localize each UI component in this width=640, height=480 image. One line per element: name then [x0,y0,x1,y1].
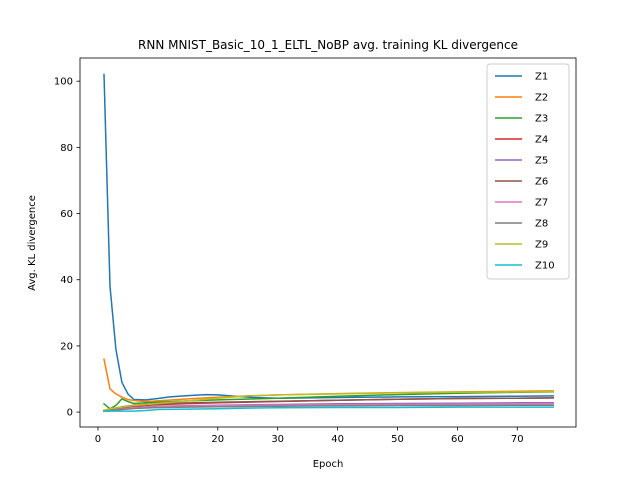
legend: Z1 Z2 Z3 Z4 Z5 Z6 Z7 Z8 Z9 Z10 [486,63,570,280]
y-tick-label: 0 [67,408,73,419]
legend-label-z4: Z4 [535,135,548,146]
legend-label-z6: Z6 [535,177,548,188]
x-tick-label: 50 [391,434,404,445]
x-tick-label: 30 [271,434,284,445]
legend-label-z9: Z9 [535,240,548,251]
y-tick-label: 60 [60,209,73,220]
series-line-z8 [103,404,554,412]
y-tick-label: 100 [54,77,73,88]
legend-label-z2: Z2 [535,93,548,104]
x-tick-label: 70 [511,434,524,445]
y-tick-label: 20 [60,341,73,352]
y-tick-label: 80 [60,143,73,154]
axes-frame [79,57,577,428]
legend-label-z1: Z1 [535,72,548,83]
x-tick-label: 60 [451,434,464,445]
series-line-z10 [103,406,554,413]
legend-label-z8: Z8 [535,219,548,230]
series-line-z9 [103,390,554,411]
chart-title: RNN MNIST_Basic_10_1_ELTL_NoBP avg. trai… [138,38,518,52]
y-tick-label: 40 [60,275,73,286]
legend-label-z10: Z10 [535,261,555,272]
x-tick-label: 20 [211,434,224,445]
y-axis-label: Avg. KL divergence [27,195,38,291]
axes: 0 10 20 30 40 50 60 70 0 20 40 60 80 100 [54,57,577,445]
x-tick-label: 10 [152,434,165,445]
x-tick-label: 40 [331,434,344,445]
x-tick-label: 0 [95,434,101,445]
legend-label-z5: Z5 [535,156,548,167]
legend-label-z7: Z7 [535,198,548,209]
plot-area [102,73,554,413]
series-line-z1 [103,73,554,401]
x-axis-label: Epoch [313,459,344,470]
legend-label-z3: Z3 [535,114,548,125]
